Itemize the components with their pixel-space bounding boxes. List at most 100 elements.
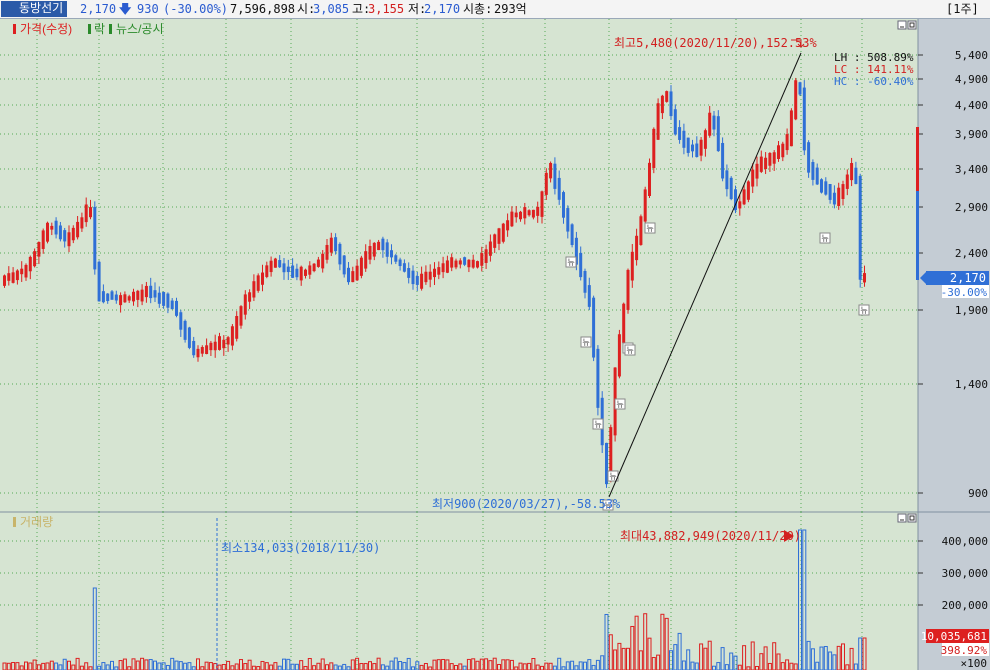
candle-body bbox=[738, 201, 742, 209]
candle-body bbox=[321, 253, 325, 269]
candle-body bbox=[798, 82, 802, 95]
candle-body bbox=[192, 340, 196, 356]
volume-bar bbox=[36, 664, 41, 670]
volume-bar bbox=[372, 663, 377, 670]
volume-bar bbox=[325, 664, 329, 670]
candle-body bbox=[772, 152, 776, 164]
candle-body bbox=[699, 139, 703, 156]
current-pct-tag-label: -30.00% bbox=[941, 286, 988, 299]
price-pane-minimize-button[interactable] bbox=[897, 20, 907, 30]
candle-body bbox=[824, 181, 828, 195]
candle-body bbox=[622, 303, 626, 344]
price-candles bbox=[3, 77, 866, 488]
current-price-pointer-icon bbox=[920, 272, 926, 284]
candle-body bbox=[97, 261, 101, 302]
price-pane-maximize-button[interactable] bbox=[907, 20, 917, 30]
volume-bar bbox=[862, 637, 867, 670]
candle-body bbox=[136, 290, 140, 300]
volume-pct-tag-label: 398.92% bbox=[941, 644, 988, 657]
open-price: 3,085 bbox=[313, 2, 350, 16]
volume-bar bbox=[320, 658, 325, 670]
candle-body bbox=[80, 217, 84, 229]
volume-bar bbox=[518, 662, 523, 670]
volume-bar bbox=[234, 663, 239, 670]
candle-body bbox=[566, 208, 570, 232]
volume-bar bbox=[815, 661, 820, 670]
candle-body bbox=[501, 223, 505, 242]
candle-body bbox=[286, 266, 290, 273]
price-change-pct: (-30.00%) bbox=[163, 2, 229, 16]
candle-body bbox=[669, 91, 673, 117]
volume-bar bbox=[776, 653, 781, 670]
volume-bar bbox=[841, 643, 845, 670]
candle-body bbox=[562, 192, 565, 218]
candle-body bbox=[132, 291, 135, 302]
candle-body bbox=[596, 348, 600, 408]
candle-body bbox=[291, 265, 295, 278]
candle-body bbox=[673, 109, 677, 135]
candle-body bbox=[347, 267, 350, 283]
candle-body bbox=[454, 260, 458, 268]
candle-body bbox=[385, 242, 389, 257]
volume-bar bbox=[802, 529, 807, 670]
candle-body bbox=[587, 285, 591, 307]
candle-body bbox=[712, 115, 716, 130]
period-selector[interactable]: [1주] bbox=[946, 2, 979, 16]
candle-body bbox=[269, 260, 273, 273]
volume-bar bbox=[217, 664, 222, 670]
volume-unit-label: ×100 bbox=[961, 657, 988, 670]
volume-bar bbox=[608, 634, 613, 670]
candle-body bbox=[828, 184, 832, 200]
candle-body bbox=[127, 296, 131, 301]
news-marker-icon bbox=[580, 336, 592, 348]
candle-body bbox=[89, 207, 92, 218]
candle-body bbox=[789, 110, 793, 147]
news-marker-label: 뉴 bbox=[567, 258, 574, 267]
volume-bar bbox=[845, 664, 850, 670]
volume-bar bbox=[746, 666, 751, 670]
candle-body bbox=[218, 336, 221, 350]
volume-bar bbox=[798, 529, 802, 670]
volume-bar bbox=[462, 665, 467, 670]
lak-legend-swatch bbox=[88, 24, 91, 34]
volume-bar bbox=[187, 662, 192, 670]
volume-bar bbox=[819, 646, 824, 670]
candle-body bbox=[579, 252, 583, 278]
candle-body bbox=[209, 342, 213, 351]
current-price: 2,170 bbox=[80, 2, 117, 16]
maximize-icon bbox=[909, 22, 915, 28]
maximize-icon bbox=[909, 515, 915, 521]
candle-body bbox=[3, 275, 6, 286]
volume-bar bbox=[750, 641, 755, 670]
candle-body bbox=[58, 225, 62, 240]
volume-bar bbox=[699, 643, 704, 670]
candle-body bbox=[407, 268, 411, 278]
candle-body bbox=[441, 263, 445, 273]
candle-body bbox=[11, 272, 15, 283]
candle-body bbox=[153, 290, 157, 298]
candle-body bbox=[845, 174, 849, 189]
candle-body bbox=[648, 162, 651, 197]
candle-body bbox=[656, 103, 660, 140]
candle-body bbox=[703, 130, 707, 149]
volume-bar bbox=[591, 664, 596, 670]
candle-body bbox=[686, 137, 690, 153]
candle-body bbox=[523, 207, 527, 219]
price-pane bbox=[0, 19, 918, 512]
market-cap-label: 시총: bbox=[463, 2, 493, 16]
candle-body bbox=[858, 175, 862, 280]
candle-body bbox=[261, 272, 264, 285]
volume-bar bbox=[428, 666, 433, 670]
volume-bar bbox=[243, 663, 248, 670]
candle-body bbox=[170, 300, 174, 310]
stock-name[interactable]: 동방선기 bbox=[1, 1, 67, 17]
volume-bar bbox=[660, 613, 665, 670]
candle-body bbox=[544, 172, 548, 195]
candle-body bbox=[815, 167, 819, 185]
volume-pane-maximize-button[interactable] bbox=[907, 513, 917, 523]
volume-bar bbox=[200, 666, 205, 670]
volume-pane-minimize-button[interactable] bbox=[897, 513, 907, 523]
volume-bar bbox=[729, 652, 734, 670]
volume-bar bbox=[105, 664, 110, 670]
open-label: 시: bbox=[297, 2, 316, 16]
